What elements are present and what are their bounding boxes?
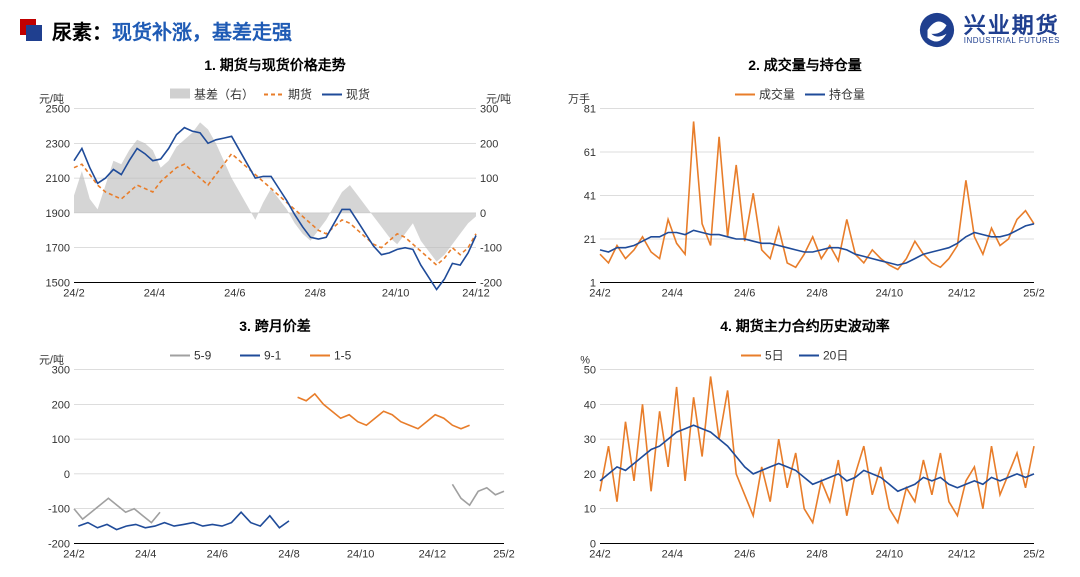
svg-text:24/12: 24/12 xyxy=(462,288,490,300)
svg-text:24/4: 24/4 xyxy=(662,288,683,300)
svg-text:25/2: 25/2 xyxy=(1023,288,1044,300)
svg-text:1900: 1900 xyxy=(46,208,70,220)
logo-en: INDUSTRIAL FUTURES xyxy=(964,37,1060,45)
panel-2-title: 2. 成交量与持仓量 xyxy=(560,55,1050,75)
svg-text:61: 61 xyxy=(584,147,596,159)
svg-text:5-9: 5-9 xyxy=(194,349,212,363)
svg-text:现货: 现货 xyxy=(346,87,370,102)
svg-text:41: 41 xyxy=(584,191,596,203)
svg-text:10: 10 xyxy=(584,504,596,516)
page-title: 尿素：现货补涨，基差走强 xyxy=(52,16,292,45)
svg-text:30: 30 xyxy=(584,434,596,446)
svg-text:万手: 万手 xyxy=(568,92,590,106)
svg-text:20日: 20日 xyxy=(823,349,848,363)
panel-1: 1. 期货与现货价格走势 150017001900210023002500-20… xyxy=(30,55,520,304)
svg-text:5日: 5日 xyxy=(765,349,784,363)
svg-text:持仓量: 持仓量 xyxy=(829,87,865,102)
svg-text:24/12: 24/12 xyxy=(948,288,976,300)
svg-text:1700: 1700 xyxy=(46,243,70,255)
svg-text:元/吨: 元/吨 xyxy=(486,93,511,106)
svg-text:9-1: 9-1 xyxy=(264,349,282,363)
header: 尿素：现货补涨，基差走强 兴业期货 INDUSTRIAL FUTURES xyxy=(20,10,1060,50)
chart-2: 12141618124/224/424/624/824/1024/1225/2万… xyxy=(560,79,1050,306)
svg-text:24/10: 24/10 xyxy=(876,549,904,561)
svg-text:24/10: 24/10 xyxy=(347,549,375,561)
svg-text:25/2: 25/2 xyxy=(1023,549,1044,561)
svg-text:0: 0 xyxy=(64,469,70,481)
svg-text:40: 40 xyxy=(584,399,596,411)
svg-text:24/4: 24/4 xyxy=(144,288,165,300)
svg-text:21: 21 xyxy=(584,234,596,246)
svg-text:元/吨: 元/吨 xyxy=(39,354,64,367)
svg-text:24/6: 24/6 xyxy=(224,288,245,300)
svg-text:24/6: 24/6 xyxy=(734,288,755,300)
logo: 兴业期货 INDUSTRIAL FUTURES xyxy=(918,11,1060,49)
svg-text:24/6: 24/6 xyxy=(734,549,755,561)
svg-text:100: 100 xyxy=(52,434,70,446)
logo-cn: 兴业期货 xyxy=(964,15,1060,37)
logo-icon xyxy=(918,11,956,49)
chart-1: 150017001900210023002500-200-10001002003… xyxy=(30,79,520,306)
svg-text:24/2: 24/2 xyxy=(589,288,610,300)
title-block: 尿素：现货补涨，基差走强 xyxy=(20,16,292,45)
svg-text:24/12: 24/12 xyxy=(948,549,976,561)
svg-text:0: 0 xyxy=(480,208,486,220)
svg-text:24/10: 24/10 xyxy=(382,288,410,300)
svg-text:100: 100 xyxy=(480,173,498,185)
svg-text:基差（右）: 基差（右） xyxy=(194,87,254,102)
charts-grid: 1. 期货与现货价格走势 150017001900210023002500-20… xyxy=(30,55,1050,562)
panel-3-title: 3. 跨月价差 xyxy=(30,316,520,336)
svg-text:200: 200 xyxy=(52,399,70,411)
svg-text:24/2: 24/2 xyxy=(63,549,84,561)
panel-3: 3. 跨月价差 -200-100010020030024/224/424/624… xyxy=(30,316,520,565)
svg-text:24/6: 24/6 xyxy=(207,549,228,561)
svg-text:2100: 2100 xyxy=(46,173,70,185)
svg-text:24/4: 24/4 xyxy=(135,549,156,561)
svg-text:24/8: 24/8 xyxy=(806,288,827,300)
svg-text:元/吨: 元/吨 xyxy=(39,93,64,106)
svg-text:24/4: 24/4 xyxy=(662,549,683,561)
panel-2: 2. 成交量与持仓量 12141618124/224/424/624/824/1… xyxy=(560,55,1050,304)
chart-3: -200-100010020030024/224/424/624/824/102… xyxy=(30,340,520,567)
panel-4: 4. 期货主力合约历史波动率 0102030405024/224/424/624… xyxy=(560,316,1050,565)
svg-text:24/2: 24/2 xyxy=(589,549,610,561)
svg-text:期货: 期货 xyxy=(288,87,312,102)
svg-text:25/2: 25/2 xyxy=(493,549,514,561)
svg-text:24/8: 24/8 xyxy=(304,288,325,300)
svg-text:24/10: 24/10 xyxy=(876,288,904,300)
svg-text:20: 20 xyxy=(584,469,596,481)
svg-text:200: 200 xyxy=(480,138,498,150)
svg-text:24/8: 24/8 xyxy=(806,549,827,561)
svg-text:24/12: 24/12 xyxy=(419,549,447,561)
svg-text:-100: -100 xyxy=(48,504,70,516)
svg-text:24/2: 24/2 xyxy=(63,288,84,300)
chart-4: 0102030405024/224/424/624/824/1024/1225/… xyxy=(560,340,1050,567)
title-prefix: 尿素： xyxy=(52,22,112,44)
svg-text:24/8: 24/8 xyxy=(278,549,299,561)
svg-text:1-5: 1-5 xyxy=(334,349,352,363)
svg-text:%: % xyxy=(580,355,590,367)
title-square-icon xyxy=(20,19,42,41)
panel-1-title: 1. 期货与现货价格走势 xyxy=(30,55,520,75)
logo-text: 兴业期货 INDUSTRIAL FUTURES xyxy=(964,15,1060,45)
panel-4-title: 4. 期货主力合约历史波动率 xyxy=(560,316,1050,336)
svg-text:-100: -100 xyxy=(480,243,502,255)
svg-text:2300: 2300 xyxy=(46,138,70,150)
svg-text:成交量: 成交量 xyxy=(759,87,795,102)
title-main: 现货补涨，基差走强 xyxy=(112,22,292,44)
